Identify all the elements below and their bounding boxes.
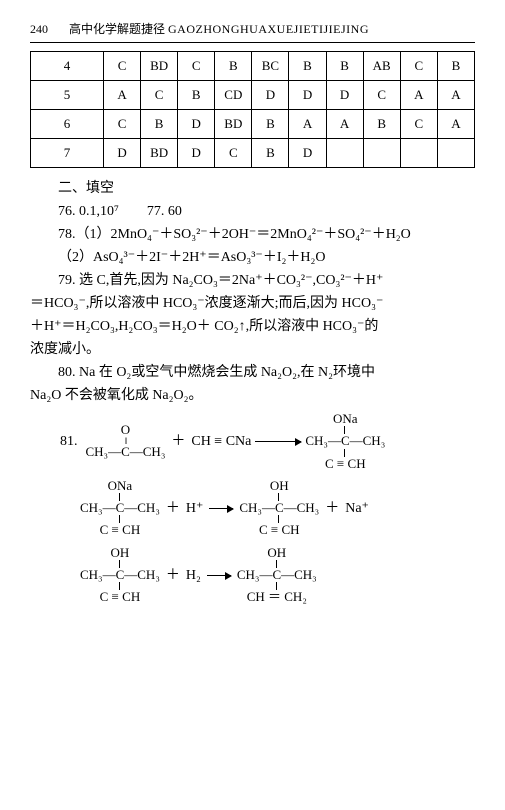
answer-cell bbox=[326, 139, 363, 168]
answer-cell: D bbox=[178, 139, 215, 168]
arrow-icon bbox=[209, 508, 233, 509]
q78-2-label: （2） bbox=[58, 250, 93, 265]
answer-cell: CD bbox=[215, 81, 252, 110]
answer-cell: B bbox=[141, 110, 178, 139]
q81-r2-p4: Na⁺ bbox=[345, 498, 369, 519]
q81-r1-s1: O ‖ CH₃—C—CH₃ bbox=[86, 423, 166, 460]
answer-cell: AB bbox=[363, 52, 400, 81]
header-rule bbox=[30, 42, 475, 43]
answer-cell: C bbox=[400, 52, 437, 81]
q81-rxn-2: ONa CH₃—C—CH₃ C ≡ CH ＋ H⁺ OH CH₃—C—CH₃ C… bbox=[80, 479, 475, 538]
answer-cell: C bbox=[363, 81, 400, 110]
q78-1-eq: 2MnO₄⁻＋SO₃²⁻＋2OH⁻＝2MnO₄²⁻＋SO₄²⁻＋H₂O bbox=[111, 227, 411, 242]
answer-cell bbox=[363, 139, 400, 168]
answer-cell: A bbox=[289, 110, 326, 139]
answer-cell: C bbox=[178, 52, 215, 81]
answer-cell: D bbox=[289, 139, 326, 168]
q78-line1: 78.（1）2MnO₄⁻＋SO₃²⁻＋2OH⁻＝2MnO₄²⁻＋SO₄²⁻＋H₂… bbox=[30, 224, 475, 245]
header-pinyin: GAOZHONGHUAXUEJIETIJIEJING bbox=[168, 22, 369, 36]
q79-l1: 79. 选 C,首先,因为 Na₂CO₃＝2Na⁺＋CO₃²⁻,CO₃²⁻＋H⁺ bbox=[30, 270, 475, 291]
answer-cell: BD bbox=[141, 139, 178, 168]
answer-cell: C bbox=[215, 139, 252, 168]
answer-cell: D bbox=[178, 110, 215, 139]
answer-cell: A bbox=[104, 81, 141, 110]
answer-cell: B bbox=[215, 52, 252, 81]
answer-cell: B bbox=[252, 139, 289, 168]
answer-cell: BD bbox=[141, 52, 178, 81]
q81-r2-p2: H⁺ bbox=[186, 498, 204, 519]
answer-cell: C bbox=[104, 110, 141, 139]
q80-l1: 80. Na 在 O₂或空气中燃烧会生成 Na₂O₂,在 N₂环境中 bbox=[30, 362, 475, 383]
q81-r1-s3: ONa CH₃—C—CH₃ C ≡ CH bbox=[305, 412, 385, 471]
plus-icon: ＋ bbox=[171, 431, 185, 452]
q79-l4: 浓度减小。 bbox=[30, 339, 475, 360]
q81-r3-p2: H₂ bbox=[186, 565, 201, 586]
answer-table: 4CBDCBBCBBABCB5ACBCDDDDCAA6CBDBDBAABCA7D… bbox=[30, 51, 475, 168]
answer-cell: B bbox=[326, 52, 363, 81]
q79-l2: ＝HCO₃⁻,所以溶液中 HCO₃⁻浓度逐渐大;而后,因为 HCO₃⁻ bbox=[30, 293, 475, 314]
q76-77: 76. 0.1,10⁷ 77. 60 bbox=[30, 201, 475, 222]
q81-rxn-3: OH CH₃—C—CH₃ C ≡ CH ＋ H₂ OH CH₃—C—CH₃ CH… bbox=[80, 546, 475, 605]
header-title: 高中化学解题捷径 bbox=[69, 22, 165, 36]
q78-1-label: 78.（1） bbox=[58, 227, 111, 242]
answer-cell: A bbox=[400, 81, 437, 110]
row-label: 6 bbox=[31, 110, 104, 139]
answer-cell: A bbox=[437, 110, 474, 139]
table-row: 4CBDCBBCBBABCB bbox=[31, 52, 475, 81]
plus-icon: ＋ bbox=[166, 498, 180, 519]
row-label: 5 bbox=[31, 81, 104, 110]
page-header: 240 高中化学解题捷径 GAOZHONGHUAXUEJIETIJIEJING bbox=[30, 20, 475, 38]
answer-cell: BC bbox=[252, 52, 289, 81]
q78-2-eq: AsO₄³⁻＋2I⁻＋2H⁺＝AsO₃³⁻＋I₂＋H₂O bbox=[93, 250, 325, 265]
answer-cell: B bbox=[289, 52, 326, 81]
answer-cell bbox=[437, 139, 474, 168]
answer-cell bbox=[400, 139, 437, 168]
arrow-icon bbox=[255, 441, 301, 442]
answer-cell: B bbox=[252, 110, 289, 139]
table-row: 7DBDDCBD bbox=[31, 139, 475, 168]
answer-cell: D bbox=[252, 81, 289, 110]
q79-l3: ＋H⁺＝H₂CO₃,H₂CO₃＝H₂O＋ CO₂↑,所以溶液中 HCO₃⁻的 bbox=[30, 316, 475, 337]
q81-r2-s3: OH CH₃—C—CH₃ C ≡ CH bbox=[239, 479, 319, 538]
answer-cell: A bbox=[437, 81, 474, 110]
q81-r1-p2: CH ≡ CNa bbox=[191, 431, 251, 452]
answer-cell: C bbox=[104, 52, 141, 81]
row-label: 4 bbox=[31, 52, 104, 81]
answer-cell: A bbox=[326, 110, 363, 139]
row-label: 7 bbox=[31, 139, 104, 168]
answer-cell: B bbox=[437, 52, 474, 81]
answer-cell: D bbox=[326, 81, 363, 110]
q81-label: 81. bbox=[60, 431, 78, 452]
q81-r3-s3: OH CH₃—C—CH₃ CH ＝ CH₂ bbox=[237, 546, 317, 605]
answer-cell: B bbox=[363, 110, 400, 139]
q78-line2: （2）AsO₄³⁻＋2I⁻＋2H⁺＝AsO₃³⁻＋I₂＋H₂O bbox=[30, 247, 475, 268]
plus-icon: ＋ bbox=[325, 498, 339, 519]
section-2-heading: 二、填空 bbox=[30, 178, 475, 199]
q81-r3-s1: OH CH₃—C—CH₃ C ≡ CH bbox=[80, 546, 160, 605]
answer-cell: D bbox=[289, 81, 326, 110]
table-row: 5ACBCDDDDCAA bbox=[31, 81, 475, 110]
answer-cell: C bbox=[141, 81, 178, 110]
q81-r2-s1: ONa CH₃—C—CH₃ C ≡ CH bbox=[80, 479, 160, 538]
q80-l2: Na₂O 不会被氧化成 Na₂O₂。 bbox=[30, 385, 475, 406]
page-number: 240 bbox=[30, 22, 48, 36]
table-row: 6CBDBDBAABCA bbox=[31, 110, 475, 139]
answer-cell: C bbox=[400, 110, 437, 139]
q81-rxn-1: 81. O ‖ CH₃—C—CH₃ ＋ CH ≡ CNa ONa CH₃—C—C… bbox=[60, 412, 475, 471]
answer-cell: B bbox=[178, 81, 215, 110]
answer-cell: D bbox=[104, 139, 141, 168]
arrow-icon bbox=[207, 575, 231, 576]
plus-icon: ＋ bbox=[166, 565, 180, 586]
answer-cell: BD bbox=[215, 110, 252, 139]
